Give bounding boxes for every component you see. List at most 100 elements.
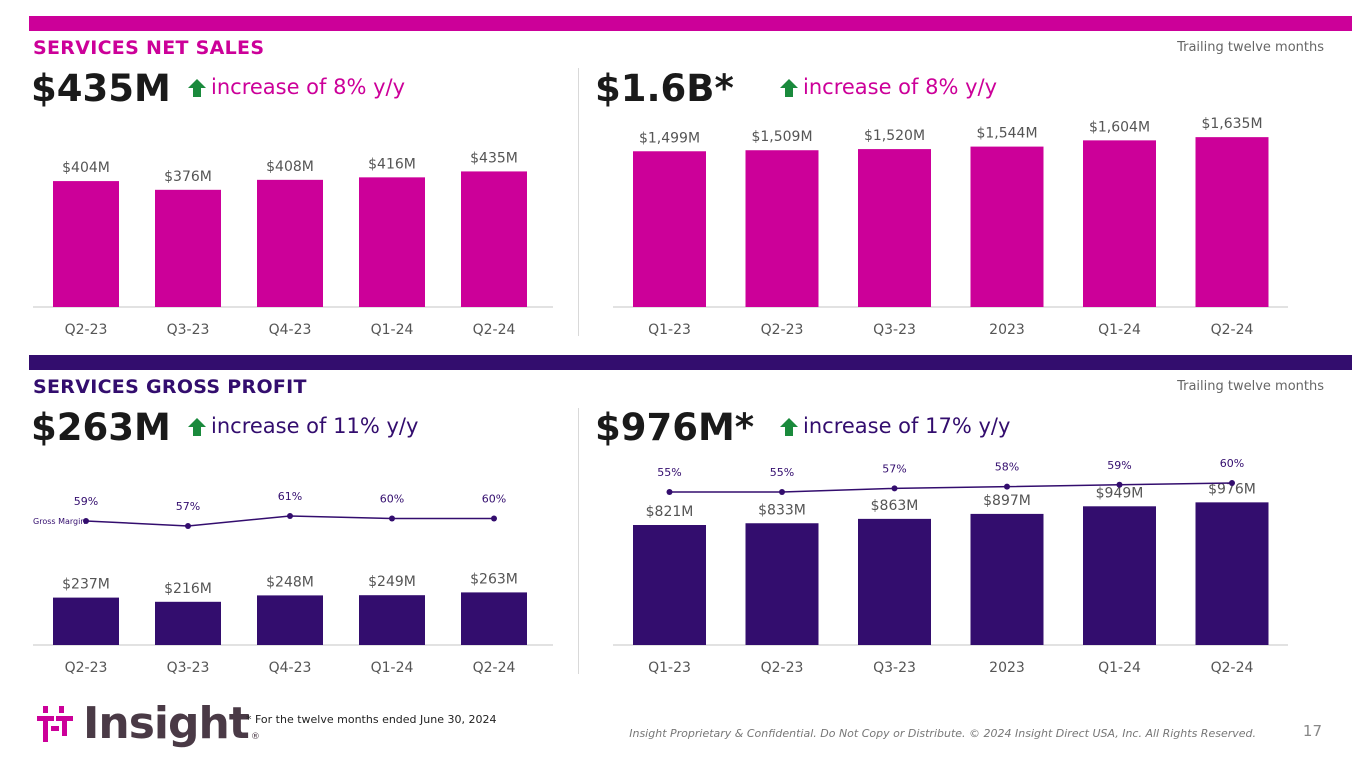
category-label: Q2-23 bbox=[761, 322, 804, 338]
bar bbox=[1083, 140, 1156, 307]
bar bbox=[1083, 506, 1156, 645]
category-label: Q4-23 bbox=[269, 322, 312, 338]
logo-wordmark: Insight bbox=[83, 698, 250, 749]
category-label: Q4-23 bbox=[269, 660, 312, 676]
change-sales-quarter: increase of 8% y/y bbox=[187, 77, 405, 98]
trailing-twelve-months-label: Trailing twelve months bbox=[1177, 379, 1324, 394]
bar bbox=[461, 592, 527, 645]
gross-margin-label: 57% bbox=[882, 462, 906, 475]
bar-value-label: $821M bbox=[646, 504, 694, 520]
chart-sales-quarterly: $404M Q2-23 $376M Q3-23 $408M Q4-23 $416M Q1-24… bbox=[33, 150, 553, 338]
change-gp-quarter: increase of 11% y/y bbox=[187, 416, 418, 437]
gross-margin-point bbox=[779, 489, 785, 495]
category-label: Q2-24 bbox=[1211, 660, 1254, 676]
category-label: Q3-23 bbox=[873, 322, 916, 338]
gross-margin-label: 55% bbox=[770, 466, 794, 479]
category-label: Q2-23 bbox=[65, 322, 108, 338]
gross-margin-label: 57% bbox=[176, 500, 200, 513]
bar-value-label: $897M bbox=[983, 493, 1031, 509]
gross-margin-point bbox=[666, 489, 673, 495]
category-label: Q1-24 bbox=[371, 660, 414, 676]
category-label: Q1-23 bbox=[648, 322, 691, 338]
gross-margin-label: 59% bbox=[74, 495, 98, 508]
trailing-twelve-months-label: Trailing twelve months bbox=[1177, 40, 1324, 55]
bar bbox=[53, 597, 119, 645]
category-label: Q1-24 bbox=[1098, 322, 1141, 338]
bar bbox=[359, 595, 425, 645]
chart-gp-quarterly: $237M Q2-23 $216M Q3-23 $248M Q4-23 $249M Q1-24… bbox=[33, 490, 553, 676]
bar bbox=[633, 525, 706, 645]
gross-margin-point bbox=[1229, 480, 1235, 486]
gross-margin-point bbox=[1116, 481, 1123, 488]
category-label: Q2-23 bbox=[761, 660, 804, 676]
bar-value-label: $435M bbox=[470, 150, 518, 166]
category-label: Q2-23 bbox=[65, 660, 108, 676]
bar bbox=[257, 179, 323, 307]
category-label: 2023 bbox=[989, 322, 1025, 338]
change-text: increase of 8% y/y bbox=[803, 75, 998, 99]
gross-margin-point bbox=[491, 515, 497, 522]
category-label: Q1-24 bbox=[1098, 660, 1141, 676]
gross-margin-point bbox=[389, 515, 395, 522]
bar-value-label: $263M bbox=[470, 571, 518, 587]
gross-margin-label: 61% bbox=[278, 490, 302, 503]
panel-divider bbox=[578, 68, 579, 336]
change-text: increase of 11% y/y bbox=[211, 414, 419, 438]
gross-margin-label: 60% bbox=[380, 493, 404, 506]
footnote: * For the twelve months ended June 30, 2… bbox=[246, 713, 497, 726]
bar bbox=[970, 513, 1044, 645]
gross-margin-line bbox=[669, 482, 1233, 493]
bar-value-label: $416M bbox=[368, 156, 416, 172]
category-label: Q2-24 bbox=[473, 322, 516, 338]
bar-value-label: $863M bbox=[871, 498, 919, 514]
chart-gp-ttm: $821M Q1-23 $833M Q2-23 $863M Q3-23 $897M 2023 $… bbox=[613, 457, 1288, 676]
page-number: 17 bbox=[1302, 722, 1322, 740]
category-label: 2023 bbox=[989, 660, 1025, 676]
gross-margin-point bbox=[83, 518, 89, 524]
bar-value-label: $249M bbox=[368, 574, 416, 590]
category-label: Q1-23 bbox=[648, 660, 691, 676]
bar-value-label: $833M bbox=[758, 502, 806, 518]
middle-accent-band bbox=[29, 355, 1352, 370]
chart-sales-ttm: $1,499M Q1-23 $1,509M Q2-23 $1,520M Q3-23 $1,5… bbox=[613, 116, 1288, 338]
gross-margin-label: 60% bbox=[1220, 457, 1244, 470]
change-text: increase of 17% y/y bbox=[803, 414, 1011, 438]
insight-logo-icon bbox=[37, 706, 73, 742]
bar-value-label: $1,499M bbox=[639, 130, 700, 146]
bar-value-label: $376M bbox=[164, 169, 212, 185]
up-arrow-icon bbox=[188, 78, 206, 97]
bar-value-label: $216M bbox=[164, 581, 212, 597]
gross-margin-point bbox=[1004, 483, 1010, 490]
bar bbox=[858, 149, 931, 307]
bar-value-label: $976M bbox=[1208, 481, 1256, 497]
bar bbox=[155, 189, 221, 307]
bar-value-label: $1,635M bbox=[1201, 116, 1262, 132]
change-gp-ttm: increase of 17% y/y bbox=[779, 416, 1010, 437]
bar-value-label: $1,604M bbox=[1089, 119, 1150, 135]
bar bbox=[633, 151, 706, 307]
gross-margin-label: 55% bbox=[657, 466, 681, 479]
bar bbox=[1195, 137, 1269, 307]
bar bbox=[461, 171, 527, 307]
category-label: Q2-24 bbox=[473, 660, 516, 676]
copyright-notice: Insight Proprietary & Confidential. Do N… bbox=[629, 727, 1256, 740]
logo-registered-mark: ® bbox=[250, 732, 260, 742]
headline-sales-ttm: $1.6B* bbox=[595, 67, 734, 110]
bar-value-label: $408M bbox=[266, 159, 314, 175]
change-text: increase of 8% y/y bbox=[211, 75, 406, 99]
bar-value-label: $1,520M bbox=[864, 128, 925, 144]
bar bbox=[359, 177, 425, 307]
bar bbox=[745, 523, 819, 645]
up-arrow-icon bbox=[780, 78, 798, 97]
gross-margin-point bbox=[287, 513, 293, 519]
bar-value-label: $1,544M bbox=[976, 126, 1037, 142]
category-label: Q3-23 bbox=[167, 660, 210, 676]
gross-margin-label: 60% bbox=[482, 493, 506, 506]
bar bbox=[1195, 502, 1269, 645]
gross-margin-series-label: Gross Margin bbox=[33, 517, 85, 526]
gross-margin-label: 58% bbox=[995, 461, 1019, 474]
panel-divider bbox=[578, 408, 579, 674]
gross-margin-point bbox=[185, 523, 191, 529]
up-arrow-icon bbox=[780, 417, 798, 436]
category-label: Q3-23 bbox=[873, 660, 916, 676]
